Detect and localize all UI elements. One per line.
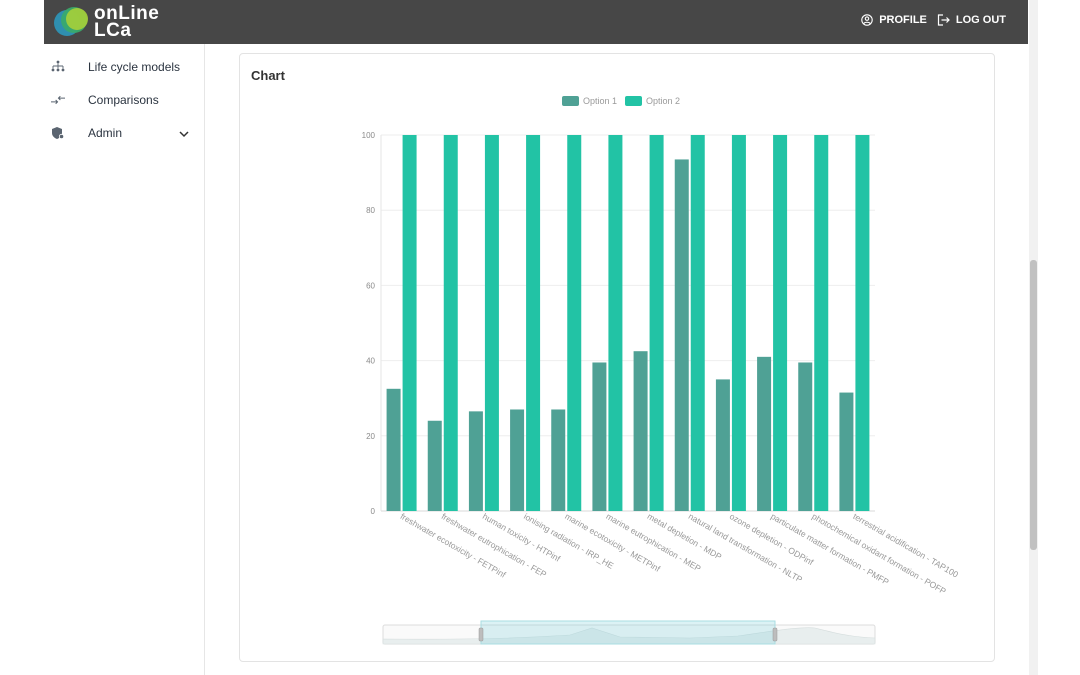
zoom-slider-window[interactable] [480, 620, 776, 645]
legend-item-option-2[interactable]: Option 2 [625, 96, 680, 106]
legend-item-option-1[interactable]: Option 1 [562, 96, 617, 106]
bar-1[interactable] [674, 159, 689, 511]
legend-label-option-2: Option 2 [646, 96, 681, 106]
y-tick-label: 100 [362, 131, 376, 140]
bar-2[interactable] [690, 135, 705, 511]
logout-button[interactable]: LOG OUT [937, 14, 1006, 26]
bar-2[interactable] [567, 135, 582, 511]
bar-2[interactable] [855, 135, 870, 511]
logo-text-line1: onLine [94, 3, 160, 24]
profile-label: PROFILE [879, 14, 927, 26]
sidebar-item-comparisons[interactable]: Comparisons [44, 85, 204, 115]
bar-1[interactable] [427, 420, 442, 511]
logo[interactable]: onLine LCa [54, 4, 164, 40]
bar-2[interactable] [649, 135, 664, 511]
sidebar-item-life-cycle-models[interactable]: Life cycle models [44, 52, 204, 82]
bar-2[interactable] [484, 135, 499, 511]
y-tick-label: 60 [366, 281, 375, 290]
card-title: Chart [251, 68, 285, 83]
legend-swatch-option-1 [562, 96, 579, 106]
chevron-down-icon[interactable] [178, 127, 190, 139]
zoom-slider-handle-right[interactable] [772, 627, 778, 642]
profile-button[interactable]: PROFILE [861, 14, 927, 26]
logout-icon [937, 14, 950, 26]
bar-2[interactable] [402, 135, 417, 511]
sidebar-item-label: Comparisons [88, 93, 159, 107]
zoom-slider-handle-left[interactable] [478, 627, 484, 642]
compare-arrows-icon [51, 93, 65, 107]
logo-text-line2: LCa [94, 20, 132, 41]
sidebar-item-label: Life cycle models [88, 60, 181, 74]
bar-1[interactable] [757, 356, 772, 511]
bar-1[interactable] [386, 388, 401, 511]
bar-2[interactable] [773, 135, 788, 511]
bar-1[interactable] [798, 362, 813, 511]
shield-admin-icon [51, 126, 65, 140]
hierarchy-icon [51, 60, 65, 74]
legend-swatch-option-2 [625, 96, 643, 106]
bar-1[interactable] [633, 351, 648, 511]
sidebar-item-admin[interactable]: Admin [44, 118, 204, 148]
legend-label-option-1: Option 1 [583, 96, 618, 106]
bar-2[interactable] [608, 135, 623, 511]
top-bar: onLine LCa PROFILE LOG OUT [44, 0, 1028, 44]
user-circle-icon [861, 14, 873, 26]
bar-1[interactable] [510, 409, 525, 511]
sidebar: Life cycle models Comparisons Admin [44, 44, 205, 675]
y-tick-label: 40 [366, 357, 375, 366]
logo-circle-lime [66, 8, 88, 30]
bar-1[interactable] [592, 362, 607, 511]
sidebar-item-label: Admin [88, 126, 123, 140]
y-tick-label: 20 [366, 432, 375, 441]
bar-2[interactable] [526, 135, 541, 511]
top-nav: PROFILE LOG OUT [861, 14, 1006, 26]
main-content: Chart Option 1 Option 2 0 20 40 60 80 100 fres… [205, 44, 1028, 675]
chart-legend: Option 1 Option 2 [562, 96, 680, 106]
bar-1[interactable] [715, 379, 730, 511]
bar-1[interactable] [468, 411, 483, 511]
y-tick-label: 0 [371, 507, 376, 516]
scrollbar-thumb[interactable] [1030, 260, 1037, 550]
chart-card: Chart Option 1 Option 2 0 20 40 60 80 100 fres… [239, 53, 995, 662]
app-window: onLine LCa PROFILE LOG OUT [44, 0, 1038, 675]
bar-1[interactable] [839, 392, 854, 511]
logout-label: LOG OUT [955, 14, 1006, 26]
bar-2[interactable] [731, 135, 746, 511]
bar-2[interactable] [814, 135, 829, 511]
y-tick-label: 80 [366, 206, 375, 215]
bar-2[interactable] [443, 135, 458, 511]
bar-1[interactable] [551, 409, 566, 511]
